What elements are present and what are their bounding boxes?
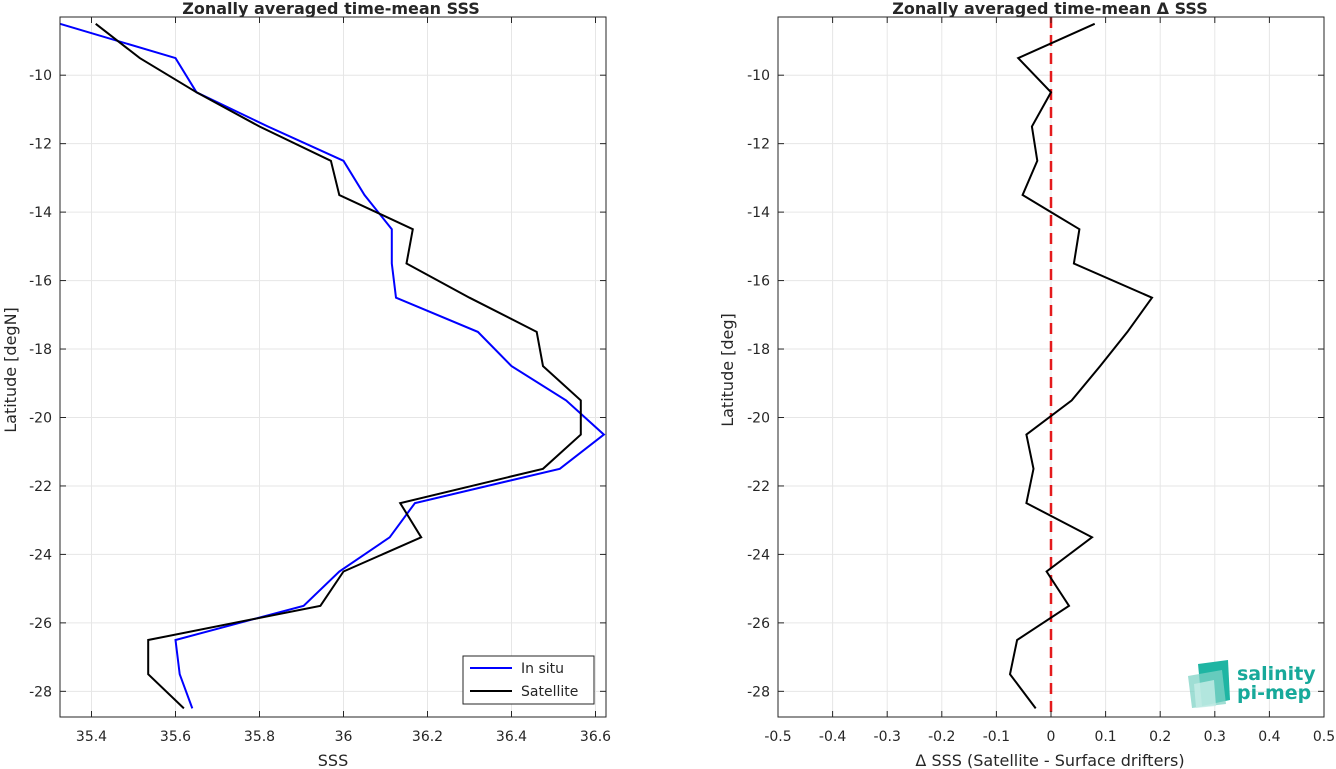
x-tick-label: 36 [335, 729, 353, 745]
x-axis-label: SSS [318, 751, 348, 769]
y-tick-label: -12 [747, 137, 770, 153]
satellite-line [95, 23, 582, 710]
legend: In situ Satellite [462, 655, 595, 705]
x-tick-label: 0.4 [1258, 729, 1280, 745]
legend-label-in-situ: In situ [521, 661, 564, 677]
chart-title: Zonally averaged time-mean SSS [182, 0, 480, 18]
y-tick-label: -26 [29, 616, 52, 632]
x-axis-label: Δ SSS (Satellite - Surface drifters) [915, 751, 1184, 769]
x-tick-label: 35.8 [244, 729, 275, 745]
chart-title: Zonally averaged time-mean Δ SSS [892, 0, 1208, 18]
y-tick-label: -24 [747, 547, 770, 563]
y-axis-label: Latitude [degN] [1, 307, 20, 433]
y-tick-label: -14 [29, 205, 52, 221]
x-tick-label: 35.6 [160, 729, 191, 745]
salinity-pi-mep-logo: salinity pi-mep [1188, 660, 1316, 708]
x-tick-label: 0.3 [1204, 729, 1226, 745]
x-tick-label: 0.1 [1094, 729, 1116, 745]
y-tick-label: -10 [29, 68, 52, 84]
y-tick-label: -28 [747, 684, 770, 700]
y-tick-label: -16 [29, 274, 52, 290]
y-tick-label: -20 [747, 410, 770, 426]
logo-mark-light [1194, 680, 1216, 708]
series-0-line [1008, 22, 1154, 710]
x-tick-label: -0.5 [764, 729, 791, 745]
x-tick-label: -0.4 [819, 729, 846, 745]
x-tick-label: 35.4 [76, 729, 107, 745]
x-tick-label: -0.2 [928, 729, 955, 745]
y-tick-label: -12 [29, 137, 52, 153]
y-tick-label: -16 [747, 274, 770, 290]
x-tick-label: 0.5 [1313, 729, 1335, 745]
x-tick-label: 36.4 [496, 729, 527, 745]
y-tick-label: -28 [29, 684, 52, 700]
y-tick-label: -22 [29, 479, 52, 495]
y-axis-label: Latitude [deg] [718, 313, 737, 427]
legend-label-satellite: Satellite [521, 684, 578, 700]
y-tick-label: -18 [747, 342, 770, 358]
legend-box [462, 655, 595, 705]
y-tick-label: -24 [29, 547, 52, 563]
y-tick-label: -20 [29, 410, 52, 426]
logo-text-line2: pi-mep [1237, 682, 1311, 704]
plot-area [59, 16, 607, 718]
x-tick-label: -0.3 [874, 729, 901, 745]
in-situ-line [59, 22, 606, 709]
y-tick-label: -14 [747, 205, 770, 221]
x-tick-label: -0.1 [983, 729, 1010, 745]
y-tick-label: -26 [747, 616, 770, 632]
sss-panel: Zonally averaged time-mean SSS 35.4 35.6 3… [1, 0, 611, 769]
y-tick-label: -22 [747, 479, 770, 495]
delta-sss-panel: Zonally averaged time-mean Δ SSS -0.5 -0.… [718, 0, 1335, 769]
logo-text-line1: salinity [1237, 663, 1316, 685]
x-tick-label: 36.2 [412, 729, 443, 745]
x-tick-label: 0.2 [1149, 729, 1171, 745]
y-tick-label: -18 [29, 342, 52, 358]
y-tick-label: -10 [747, 68, 770, 84]
x-tick-label: 36.6 [580, 729, 611, 745]
x-tick-label: 0 [1047, 729, 1056, 745]
